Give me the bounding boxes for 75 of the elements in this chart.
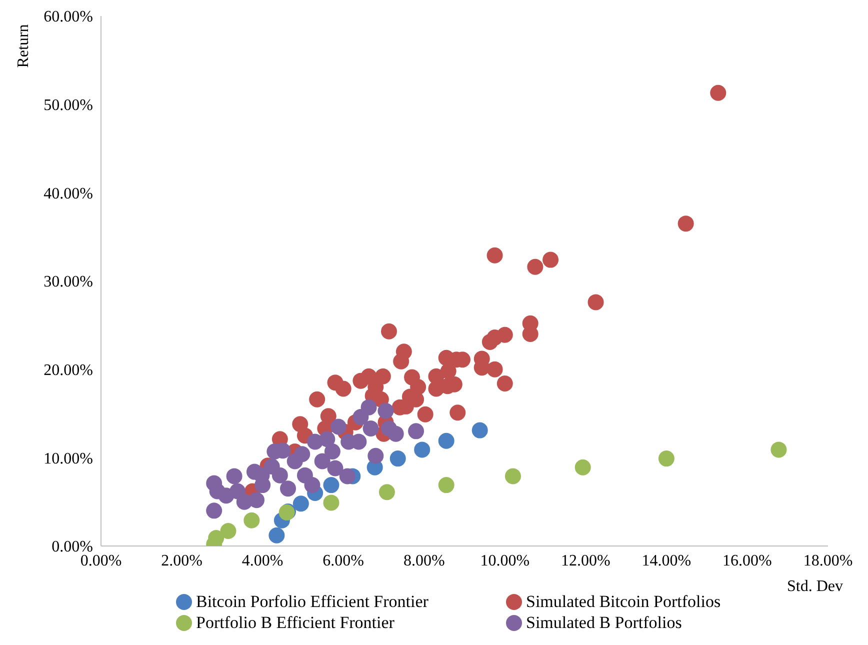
- point: [220, 522, 236, 539]
- y-tick-label: 60.00%: [44, 8, 93, 26]
- point: [574, 459, 591, 476]
- y-axis-title: Return: [15, 24, 32, 68]
- point: [486, 361, 503, 378]
- point: [268, 527, 285, 544]
- x-axis-title: Std. Dev: [787, 578, 843, 595]
- point: [504, 468, 521, 484]
- point: [380, 323, 397, 340]
- point: [588, 294, 604, 310]
- point: [314, 453, 330, 470]
- point: [309, 391, 326, 408]
- point: [330, 418, 346, 435]
- point: [368, 448, 384, 464]
- x-tick-label: 10.00%: [480, 552, 530, 570]
- point: [319, 431, 336, 448]
- x-tick-label: 18.00%: [803, 552, 853, 570]
- point: [678, 216, 694, 232]
- x-tick-label: 16.00%: [722, 552, 772, 570]
- point: [248, 492, 264, 508]
- point: [404, 369, 420, 386]
- point: [323, 477, 340, 494]
- point: [304, 477, 320, 494]
- y-tick-label: 30.00%: [44, 274, 93, 291]
- point: [272, 467, 288, 484]
- point: [770, 442, 787, 458]
- point: [527, 258, 544, 275]
- point: [339, 468, 356, 484]
- point: [417, 406, 434, 422]
- point: [378, 484, 395, 500]
- point: [472, 422, 488, 438]
- legend-label: Simulated Bitcoin Portfolios: [526, 592, 721, 612]
- y-tick-label: 40.00%: [44, 185, 93, 202]
- point: [323, 494, 340, 511]
- point: [335, 380, 352, 397]
- point: [414, 442, 430, 458]
- point: [438, 350, 454, 366]
- x-tick-label: 12.00%: [561, 552, 610, 570]
- point: [542, 252, 559, 268]
- point: [438, 477, 454, 494]
- x-tick-label: 4.00%: [242, 552, 284, 570]
- point: [390, 450, 406, 467]
- point: [206, 475, 222, 492]
- point: [710, 84, 726, 101]
- point: [378, 402, 394, 419]
- point: [327, 460, 344, 476]
- point: [244, 512, 260, 528]
- point: [388, 426, 404, 442]
- point: [450, 404, 466, 421]
- point: [362, 420, 379, 437]
- point: [438, 432, 454, 449]
- point: [280, 480, 296, 497]
- point: [408, 423, 424, 440]
- point: [496, 375, 513, 392]
- y-tick-label: 10.00%: [44, 450, 93, 468]
- point: [226, 468, 242, 484]
- point: [428, 380, 444, 397]
- point: [393, 353, 410, 370]
- point: [360, 399, 377, 416]
- y-tick-label: 50.00%: [44, 97, 93, 114]
- point: [658, 450, 674, 467]
- x-tick-label: 8.00%: [403, 552, 445, 570]
- x-tick-label: 2.00%: [161, 552, 202, 570]
- point: [482, 334, 498, 350]
- point: [324, 443, 340, 460]
- x-tick-label: 14.00%: [642, 552, 692, 570]
- legend-label: Portfolio B Efficient Frontier: [196, 612, 394, 632]
- x-tick-label: 6.00%: [322, 552, 364, 570]
- point: [292, 496, 309, 512]
- legend-label: Bitcoin Porfolio Efficient Frontier: [196, 592, 428, 612]
- point: [486, 247, 503, 264]
- legend-label: Simulated B Portfolios: [526, 612, 682, 632]
- point: [206, 502, 222, 519]
- point: [294, 446, 310, 462]
- y-tick-label: 20.00%: [44, 362, 93, 380]
